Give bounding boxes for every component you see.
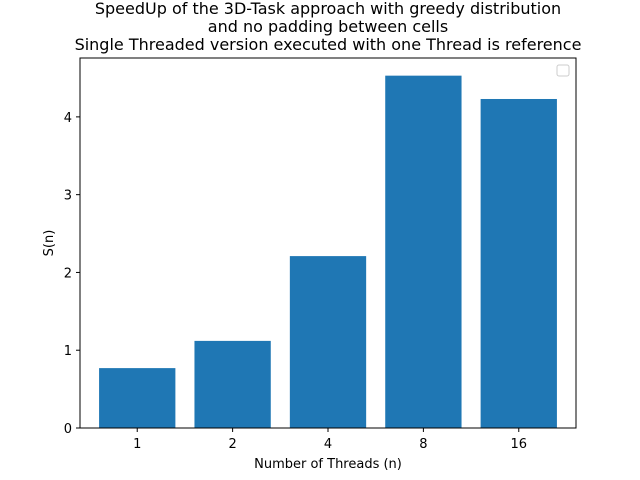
bar-16	[480, 98, 557, 429]
legend-box	[556, 64, 570, 77]
y-tick-label-2: 2	[64, 266, 72, 281]
chart-title-line-2: and no padding between cells	[208, 17, 448, 36]
y-tick-label-0: 0	[64, 422, 72, 437]
x-tick-label-16: 16	[510, 437, 527, 452]
y-tick-label-1: 1	[64, 344, 72, 359]
x-tick-label-8: 8	[419, 437, 427, 452]
x-tick-label-2: 2	[228, 437, 236, 452]
legend	[556, 64, 570, 77]
chart-title-line-3: Single Threaded version executed with on…	[75, 35, 582, 54]
bar-8	[385, 75, 462, 429]
x-tick-label-4: 4	[324, 437, 332, 452]
bar-2	[194, 340, 271, 428]
bar-1	[99, 368, 176, 428]
bar-4	[289, 256, 367, 428]
bar-series	[99, 75, 557, 429]
y-axis-ticks: 0 1 2 3 4	[64, 111, 80, 437]
x-tick-label-1: 1	[133, 437, 141, 452]
plot-area-frame	[79, 57, 577, 429]
chart-title-line-1: SpeedUp of the 3D-Task approach with gre…	[95, 0, 561, 18]
x-axis-ticks: 1 2 4 8 16	[133, 428, 527, 452]
y-tick-label-3: 3	[64, 189, 72, 204]
x-axis-label: Number of Threads (n)	[254, 457, 402, 472]
y-axis-label: S(n)	[42, 230, 57, 257]
y-tick-label-4: 4	[64, 111, 72, 126]
chart-title: SpeedUp of the 3D-Task approach with gre…	[75, 0, 582, 54]
